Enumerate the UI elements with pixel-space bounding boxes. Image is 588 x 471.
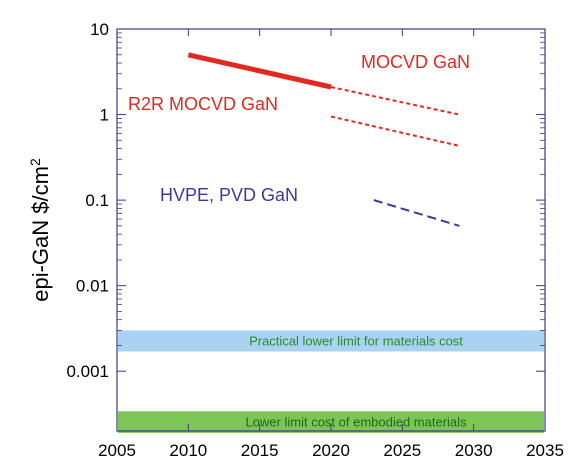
y-axis-label-superscript: 2 — [27, 158, 43, 166]
x-tick-label-6: 2035 — [526, 441, 564, 460]
x-tick-label-2: 2015 — [241, 441, 279, 460]
y-axis-label-text: epi-GaN $/cm — [28, 166, 53, 302]
series-1-segment-0 — [330, 115, 460, 147]
series-layer — [187, 52, 460, 227]
band-0 — [118, 330, 544, 352]
x-tick-label-3: 2020 — [312, 441, 350, 460]
series-2-segment-0 — [373, 199, 460, 227]
x-tick-label-5: 2030 — [455, 441, 493, 460]
y-tick-label-0: 0.001 — [66, 362, 109, 381]
x-tick-label-1: 2010 — [169, 441, 207, 460]
x-tick-label-4: 2025 — [383, 441, 421, 460]
series-label-1: R2R MOCVD GaN — [128, 94, 278, 114]
x-tick-label-0: 2005 — [98, 441, 136, 460]
series-label-0: MOCVD GaN — [361, 52, 470, 72]
series-0-segment-1 — [330, 86, 460, 116]
y-tick-label-1: 0.01 — [76, 277, 109, 296]
plot-frame — [116, 28, 546, 432]
bands-layer: Practical lower limit for materials cost… — [118, 330, 544, 433]
y-axis-label: epi-GaN $/cm2 — [27, 158, 53, 302]
band-1 — [118, 411, 544, 433]
series-0-segment-0 — [187, 52, 332, 90]
series-label-2: HVPE, PVD GaN — [160, 185, 298, 205]
band-label-1: Lower limit cost of embodied materials — [245, 415, 467, 430]
ticks-layer: 2005 2010 2015 2020 2025 2030 2035 0.001 0.01 0.1… — [66, 20, 563, 460]
y-tick-label-2: 0.1 — [85, 191, 109, 210]
y-tick-label-4: 10 — [90, 20, 109, 39]
labels-layer: MOCVD GaN R2R MOCVD GaN HVPE, PVD GaN — [128, 52, 470, 205]
y-tick-label-3: 1 — [100, 106, 109, 125]
band-label-0: Practical lower limit for materials cost — [249, 333, 463, 348]
